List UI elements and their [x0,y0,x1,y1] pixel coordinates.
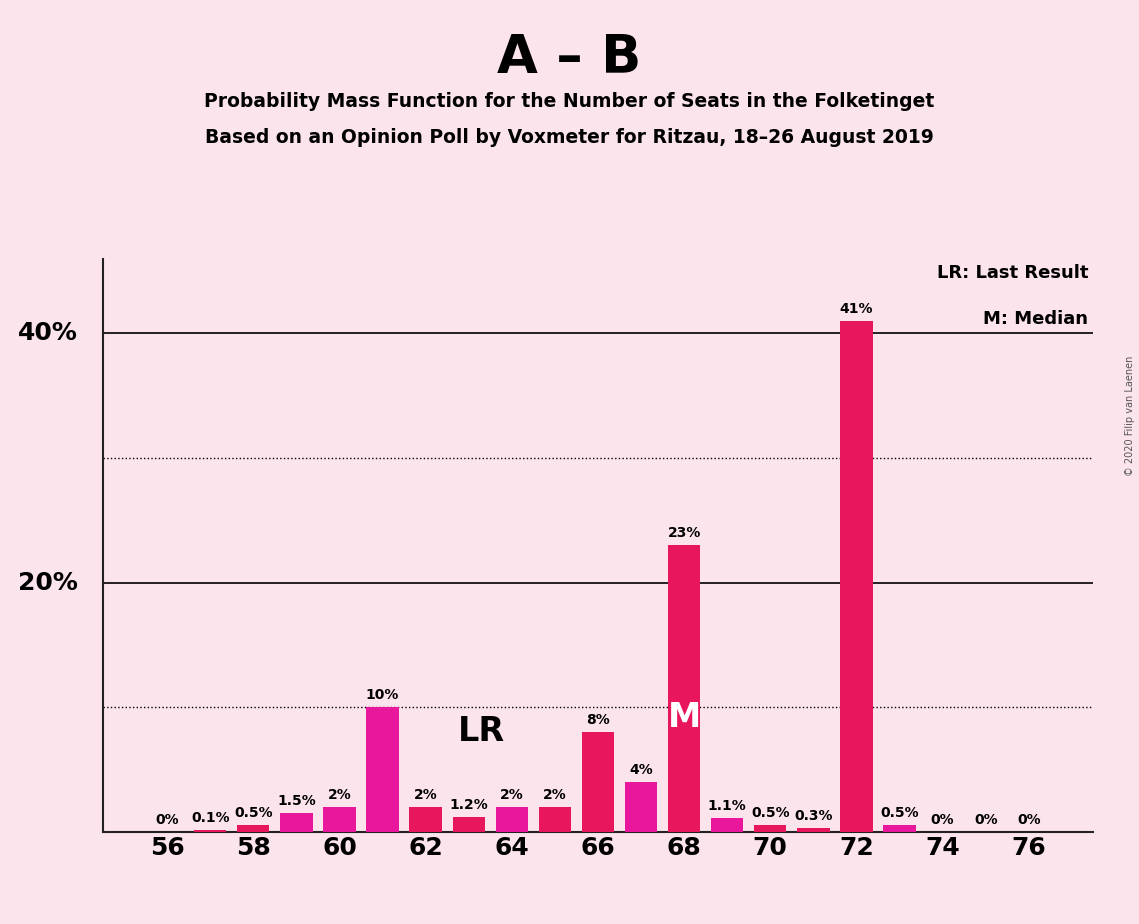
Text: M: Median: M: Median [983,310,1089,328]
Text: LR: Last Result: LR: Last Result [937,264,1089,283]
Text: © 2020 Filip van Laenen: © 2020 Filip van Laenen [1125,356,1134,476]
Text: Based on an Opinion Poll by Voxmeter for Ritzau, 18–26 August 2019: Based on an Opinion Poll by Voxmeter for… [205,128,934,147]
Bar [625,782,657,832]
Bar [539,807,571,832]
Text: 4%: 4% [629,763,653,777]
Text: 0%: 0% [931,812,954,827]
Text: 2%: 2% [543,788,567,802]
Bar [495,807,528,832]
Text: 2%: 2% [500,788,524,802]
Bar [367,707,399,832]
Text: 0.5%: 0.5% [751,807,789,821]
Text: 0%: 0% [155,812,179,827]
Text: 0.5%: 0.5% [880,807,919,821]
Text: 10%: 10% [366,688,400,702]
Bar [754,825,786,832]
Bar [237,825,270,832]
Text: 1.1%: 1.1% [707,799,746,813]
Text: 40%: 40% [18,322,77,346]
Text: 2%: 2% [413,788,437,802]
Bar [410,807,442,832]
Text: 23%: 23% [667,526,700,541]
Bar [841,321,872,832]
Bar [452,817,485,832]
Text: A – B: A – B [498,32,641,84]
Text: 0%: 0% [1017,812,1041,827]
Bar [797,828,829,832]
Bar [711,818,744,832]
Text: 0.1%: 0.1% [191,811,230,825]
Text: 1.2%: 1.2% [450,797,489,811]
Text: 8%: 8% [587,713,609,727]
Text: LR: LR [458,715,506,748]
Text: 2%: 2% [328,788,351,802]
Bar [884,825,916,832]
Text: 0.5%: 0.5% [233,807,272,821]
Text: 41%: 41% [839,302,874,316]
Bar [582,732,614,832]
Bar [280,813,312,832]
Text: 1.5%: 1.5% [277,794,316,808]
Text: M: M [667,700,700,734]
Text: Probability Mass Function for the Number of Seats in the Folketinget: Probability Mass Function for the Number… [204,92,935,112]
Text: 0%: 0% [974,812,998,827]
Bar [667,545,700,832]
Bar [323,807,355,832]
Text: 0.3%: 0.3% [794,808,833,823]
Bar [194,831,227,832]
Text: 20%: 20% [18,570,77,594]
